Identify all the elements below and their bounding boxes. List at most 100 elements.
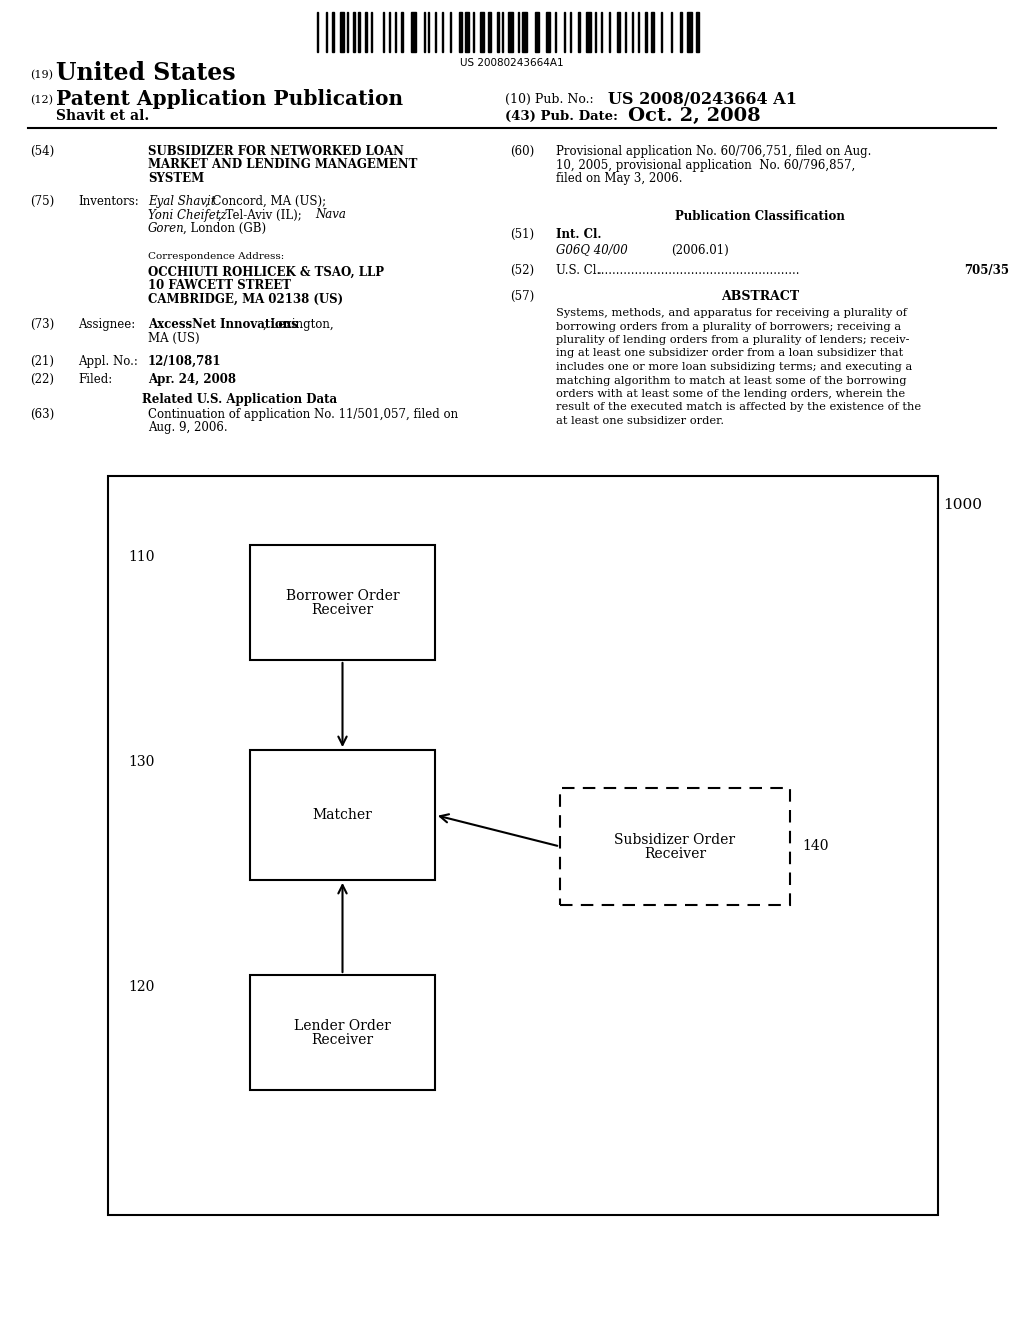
Text: ABSTRACT: ABSTRACT (721, 290, 799, 304)
Text: (73): (73) (30, 318, 54, 331)
Text: plurality of lending orders from a plurality of lenders; receiv-: plurality of lending orders from a plura… (556, 335, 909, 345)
Text: (21): (21) (30, 355, 54, 368)
Text: matching algorithm to match at least some of the borrowing: matching algorithm to match at least som… (556, 375, 906, 385)
Bar (411, 12, 416, 51)
Text: Subsidizer Order: Subsidizer Order (614, 833, 735, 846)
Text: AxcessNet Innovations: AxcessNet Innovations (148, 318, 298, 331)
Text: Receiver: Receiver (644, 846, 707, 861)
Text: Lender Order: Lender Order (294, 1019, 391, 1032)
Text: Shavit et al.: Shavit et al. (56, 110, 150, 123)
Bar (465, 12, 469, 51)
Text: U.S. Cl.: U.S. Cl. (556, 264, 604, 277)
Bar (546, 12, 550, 51)
Text: (10) Pub. No.:: (10) Pub. No.: (505, 92, 594, 106)
Text: (63): (63) (30, 408, 54, 421)
Text: SUBSIDIZER FOR NETWORKED LOAN: SUBSIDIZER FOR NETWORKED LOAN (148, 145, 403, 158)
Bar (353, 12, 355, 51)
Bar (522, 12, 527, 51)
Text: Aug. 9, 2006.: Aug. 9, 2006. (148, 421, 227, 434)
Text: (12): (12) (30, 95, 53, 106)
Text: Correspondence Address:: Correspondence Address: (148, 252, 285, 261)
Bar (497, 12, 499, 51)
Text: US 20080243664A1: US 20080243664A1 (460, 58, 564, 69)
Text: OCCHIUTI ROHLICEK & TSAO, LLP: OCCHIUTI ROHLICEK & TSAO, LLP (148, 265, 384, 279)
Text: (43) Pub. Date:: (43) Pub. Date: (505, 110, 618, 123)
Text: ing at least one subsidizer order from a loan subsidizer that: ing at least one subsidizer order from a… (556, 348, 903, 359)
Bar (645, 12, 647, 51)
Text: 120: 120 (128, 979, 155, 994)
Text: ......................................................: ........................................… (598, 264, 801, 277)
Text: Oct. 2, 2008: Oct. 2, 2008 (628, 107, 761, 125)
Text: Appl. No.:: Appl. No.: (78, 355, 138, 368)
Text: Provisional application No. 60/706,751, filed on Aug.: Provisional application No. 60/706,751, … (556, 145, 871, 158)
Text: 10, 2005, provisional application  No. 60/796,857,: 10, 2005, provisional application No. 60… (556, 158, 855, 172)
Text: Borrower Order: Borrower Order (286, 589, 399, 602)
Bar (586, 12, 591, 51)
Text: Receiver: Receiver (311, 1032, 374, 1047)
Text: Int. Cl.: Int. Cl. (556, 228, 601, 242)
Text: result of the executed match is affected by the existence of the: result of the executed match is affected… (556, 403, 922, 412)
Bar (535, 12, 539, 51)
Bar (250, 545, 435, 660)
Bar (459, 12, 462, 51)
Text: (51): (51) (510, 228, 535, 242)
Text: Nava: Nava (315, 209, 346, 222)
Text: Inventors:: Inventors: (78, 195, 138, 209)
Text: Related U.S. Application Data: Related U.S. Application Data (142, 393, 338, 407)
Text: at least one subsidizer order.: at least one subsidizer order. (556, 416, 724, 426)
Text: Filed:: Filed: (78, 374, 113, 385)
Bar (480, 12, 484, 51)
Text: Matcher: Matcher (312, 808, 373, 822)
Text: orders with at least some of the lending orders, wherein the: orders with at least some of the lending… (556, 389, 905, 399)
Text: (54): (54) (30, 145, 54, 158)
Bar (488, 12, 490, 51)
Text: filed on May 3, 2006.: filed on May 3, 2006. (556, 172, 683, 185)
Bar (617, 12, 620, 51)
Text: 12/108,781: 12/108,781 (148, 355, 221, 368)
Text: Goren: Goren (148, 222, 184, 235)
Text: (52): (52) (510, 264, 535, 277)
Bar (332, 12, 334, 51)
Text: , London (GB): , London (GB) (183, 222, 266, 235)
Text: United States: United States (56, 61, 236, 84)
Bar (250, 975, 435, 1090)
Bar (687, 12, 692, 51)
Text: 140: 140 (802, 840, 828, 854)
Text: 705/35: 705/35 (964, 264, 1009, 277)
Text: (22): (22) (30, 374, 54, 385)
Text: borrowing orders from a plurality of borrowers; receiving a: borrowing orders from a plurality of bor… (556, 322, 901, 331)
Text: G06Q 40/00: G06Q 40/00 (556, 243, 628, 256)
Text: 1000: 1000 (943, 498, 982, 512)
Text: 110: 110 (128, 550, 155, 564)
Text: 130: 130 (128, 755, 155, 770)
Text: CAMBRIDGE, MA 02138 (US): CAMBRIDGE, MA 02138 (US) (148, 293, 343, 305)
Bar (340, 12, 344, 51)
Bar (651, 12, 654, 51)
Bar (578, 12, 580, 51)
Bar (108, 477, 938, 1214)
Text: Receiver: Receiver (311, 602, 374, 616)
Bar (508, 12, 513, 51)
Text: SYSTEM: SYSTEM (148, 172, 204, 185)
Text: , Lexington,: , Lexington, (263, 318, 334, 331)
Text: Systems, methods, and apparatus for receiving a plurality of: Systems, methods, and apparatus for rece… (556, 308, 907, 318)
Text: Patent Application Publication: Patent Application Publication (56, 88, 403, 110)
Bar (680, 12, 682, 51)
Text: , Concord, MA (US);: , Concord, MA (US); (205, 195, 326, 209)
Text: Continuation of application No. 11/501,057, filed on: Continuation of application No. 11/501,0… (148, 408, 458, 421)
Text: Eyal Shavit: Eyal Shavit (148, 195, 215, 209)
Text: , Tel-Aviv (IL);: , Tel-Aviv (IL); (218, 209, 305, 222)
Text: (57): (57) (510, 290, 535, 304)
Bar (250, 750, 435, 880)
Bar (696, 12, 699, 51)
Text: Yoni Cheifetz: Yoni Cheifetz (148, 209, 226, 222)
Bar (560, 788, 790, 906)
Text: Assignee:: Assignee: (78, 318, 135, 331)
Text: US 2008/0243664 A1: US 2008/0243664 A1 (608, 91, 797, 107)
Text: Publication Classification: Publication Classification (675, 210, 845, 223)
Text: 10 FAWCETT STREET: 10 FAWCETT STREET (148, 279, 291, 292)
Text: (2006.01): (2006.01) (671, 243, 729, 256)
Text: MARKET AND LENDING MANAGEMENT: MARKET AND LENDING MANAGEMENT (148, 158, 418, 172)
Text: (75): (75) (30, 195, 54, 209)
Bar (358, 12, 360, 51)
